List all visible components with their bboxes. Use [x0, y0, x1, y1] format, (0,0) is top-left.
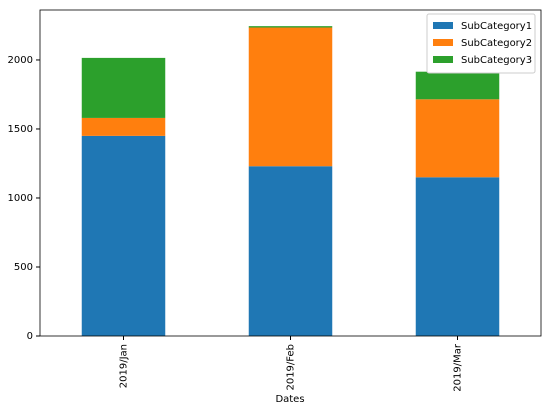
legend-label: SubCategory1 [461, 21, 532, 32]
x-tick-label: 2019/Jan [119, 344, 130, 388]
x-axis-label: Dates [275, 394, 304, 405]
x-tick-label: 2019/Mar [453, 343, 464, 392]
legend-swatch [433, 56, 453, 63]
legend-label: SubCategory3 [461, 55, 532, 66]
bar-segment [415, 177, 500, 336]
bar-segment [248, 27, 333, 167]
plot-frame [39, 9, 542, 337]
bar-segment [248, 26, 333, 28]
y-tick-label: 1500 [8, 124, 33, 135]
legend-label: SubCategory2 [461, 38, 532, 49]
y-tick-label: 0 [27, 331, 33, 342]
legend: SubCategory1 SubCategory2 SubCategory3 [426, 13, 536, 74]
x-tick-label: 2019/Feb [286, 344, 297, 391]
bar-segment [415, 71, 500, 100]
legend-frame [426, 13, 536, 74]
y-tick-label: 500 [14, 262, 33, 273]
bar-segment [248, 166, 333, 336]
legend-swatch [433, 39, 453, 46]
bar-segment [81, 57, 166, 118]
legend-swatch [433, 22, 453, 29]
bar-segment [81, 117, 166, 136]
y-tick-label: 1000 [8, 193, 33, 204]
bar-segment [415, 99, 500, 178]
bar-segment [81, 135, 166, 336]
y-tick-label: 2000 [8, 55, 33, 66]
